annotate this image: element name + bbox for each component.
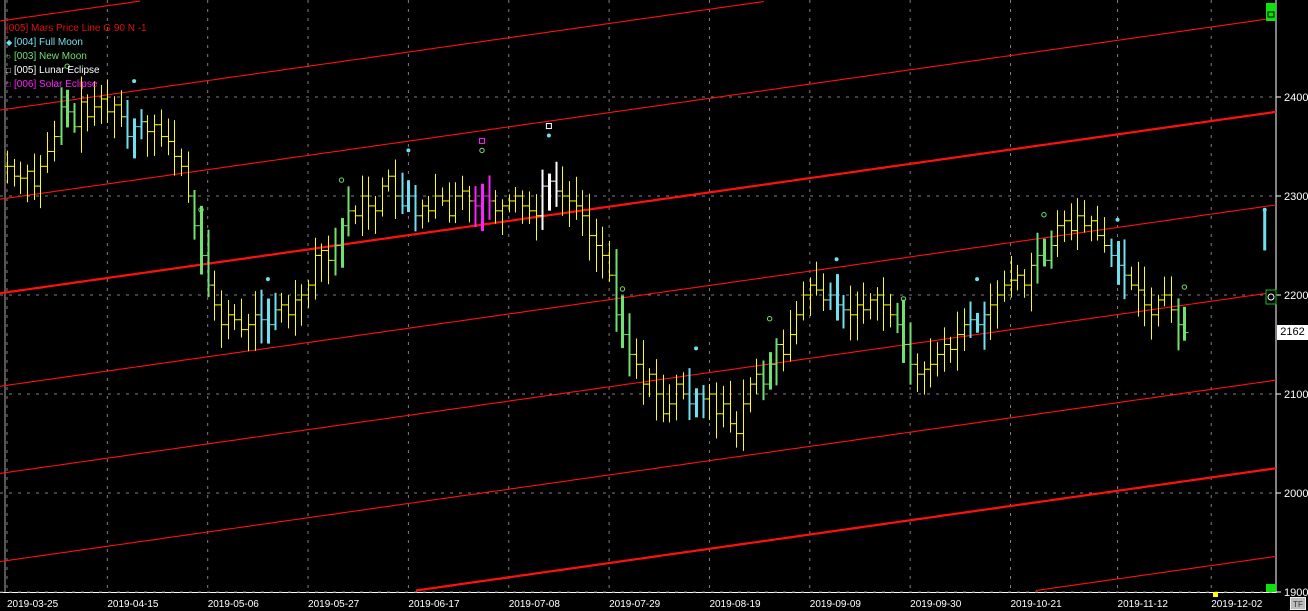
new-moon-icon: [619, 286, 626, 292]
full-moon-icon: [1115, 217, 1120, 222]
full-moon-icon: [1262, 207, 1267, 212]
mars-price-line: [0, 291, 1277, 474]
full-moon-icon: [975, 277, 980, 282]
legend-marker-icon: ◆: [6, 38, 13, 47]
legend-item: [005] Mars Price Line G 90 N -1: [6, 22, 147, 36]
legend-label: [006] Solar Eclipse: [14, 79, 98, 90]
x-tick-label: 2019-07-29: [609, 599, 661, 610]
full-moon-icon: [834, 257, 839, 262]
y-tick-label: 1900: [1284, 587, 1308, 599]
legend-label: [003] New Moon: [14, 51, 87, 62]
new-moon-icon: [338, 177, 345, 183]
x-tick-label: 2019-07-08: [509, 599, 561, 610]
full-moon-icon: [546, 133, 551, 138]
mars-price-line: [0, 110, 1277, 295]
x-tick-label: 2019-12-02: [1211, 599, 1263, 610]
new-moon-icon: [1041, 212, 1047, 218]
new-moon-icon: [766, 316, 773, 322]
legend-label: [005] Mars Price Line G 90 N -1: [6, 23, 147, 34]
mars-price-line: [0, 204, 1277, 387]
x-tick-label: 2019-03-25: [7, 599, 59, 610]
mars-price-line: [0, 17, 1277, 200]
y-tick-label: 2100: [1284, 389, 1308, 401]
x-tick-label: 2019-08-19: [709, 599, 761, 610]
legend-marker-icon: □: [6, 80, 11, 89]
lunar-eclipse-icon: [545, 123, 552, 130]
current-date-marker: [1213, 592, 1218, 597]
legend-item: □ [005] Lunar Eclipse: [6, 64, 100, 78]
new-moon-icon: [1181, 284, 1188, 290]
full-moon-icon: [406, 148, 411, 153]
full-moon-icon: [265, 277, 270, 282]
timeframe-button[interactable]: TF: [1290, 597, 1306, 610]
legend-marker-icon: ○: [6, 52, 11, 61]
mars-price-line: [1035, 555, 1277, 592]
mars-price-line: [415, 467, 1277, 592]
new-moon-icon: [900, 296, 907, 302]
x-tick-label: 2019-05-27: [308, 599, 360, 610]
current-marker: [1265, 289, 1277, 305]
mars-price-line: [0, 0, 141, 22]
new-moon-icon: [198, 207, 204, 213]
current-marker-icon: [1267, 293, 1275, 301]
full-moon-icon: [132, 79, 137, 84]
legend-label: [004] Full Moon: [14, 37, 83, 48]
y-tick-label: 2300: [1284, 191, 1308, 203]
x-tick-label: 2019-06-17: [408, 599, 460, 610]
legend-label: [005] Lunar Eclipse: [14, 65, 100, 76]
scroll-top-icon: [1267, 11, 1275, 18]
x-tick-label: 2019-04-15: [107, 599, 159, 610]
new-moon-icon: [479, 147, 485, 154]
mars-price-line: [0, 0, 765, 111]
x-tick-label: 2019-09-30: [910, 599, 962, 610]
legend-item: □ [006] Solar Eclipse: [6, 78, 97, 92]
legend-item: ○ [003] New Moon: [6, 50, 87, 64]
x-tick-label: 2019-05-06: [208, 599, 260, 610]
x-tick-label: 2019-09-09: [810, 599, 862, 610]
full-moon-icon: [694, 346, 699, 351]
y-tick-label: 2200: [1284, 290, 1308, 302]
y-tick-label: 2400: [1284, 92, 1308, 104]
legend-item: ◆ [004] Full Moon: [6, 36, 83, 50]
last-price-tag: 2162: [1277, 325, 1308, 340]
legend-marker-icon: □: [6, 66, 11, 75]
x-tick-label: 2019-10-21: [1011, 599, 1063, 610]
mars-price-line: [0, 379, 1277, 563]
scroll-bottom-handle: [1266, 584, 1276, 592]
new-moon-icon: [64, 63, 70, 69]
solar-eclipse-icon: [478, 137, 485, 144]
x-tick-label: 2019-11-12: [1118, 599, 1169, 610]
y-tick-label: 2000: [1284, 488, 1308, 500]
